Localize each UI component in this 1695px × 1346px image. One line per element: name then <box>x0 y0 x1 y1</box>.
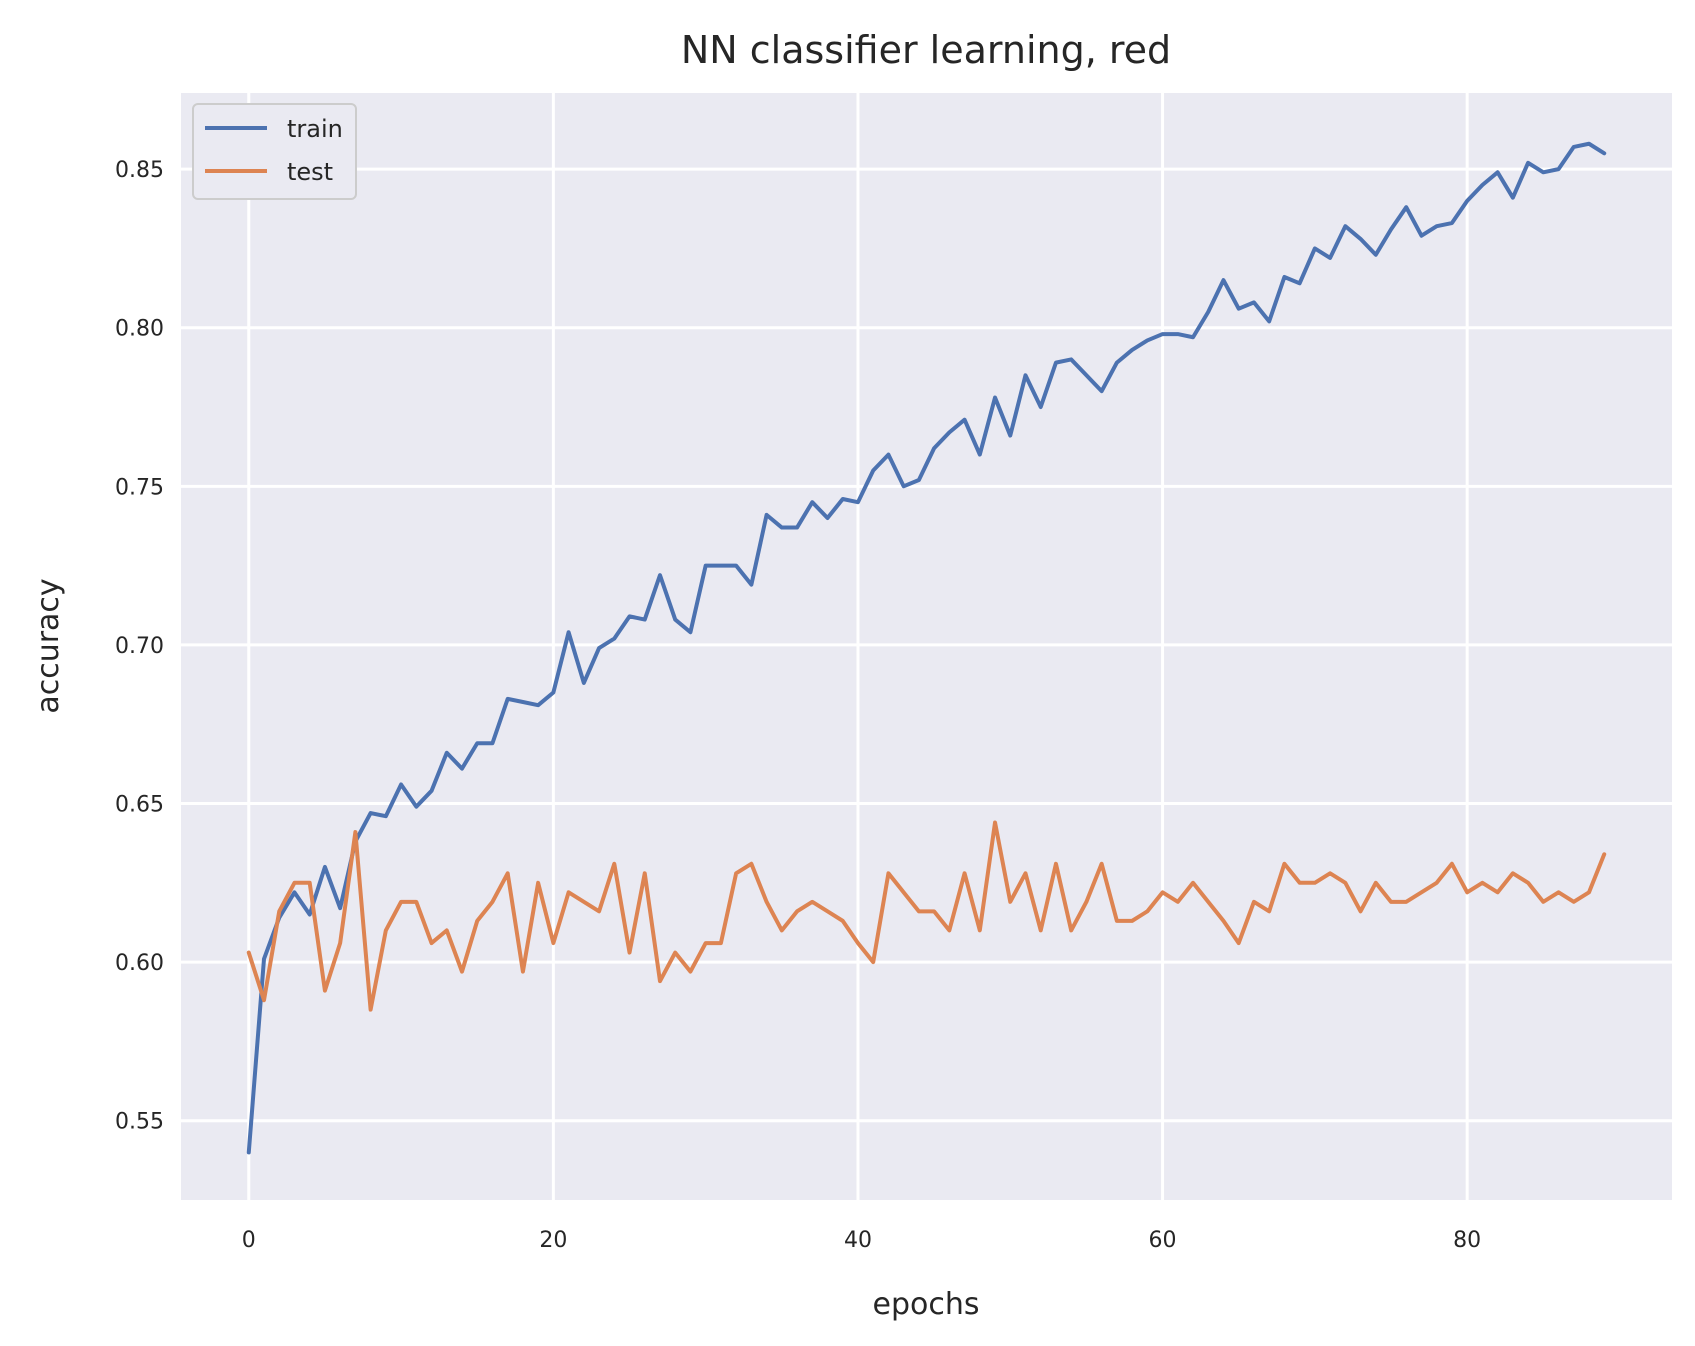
x-tick-label: 60 <box>1149 1228 1177 1253</box>
x-axis-label: epochs <box>873 1287 980 1322</box>
y-tick-label: 0.70 <box>115 634 164 659</box>
chart-title: NN classifier learning, red <box>681 28 1171 72</box>
y-tick-label: 0.85 <box>115 158 164 183</box>
y-axis-label: accuracy <box>31 578 66 713</box>
y-tick-label: 0.75 <box>115 475 164 500</box>
x-tick-label: 80 <box>1453 1228 1481 1253</box>
x-tick-label: 40 <box>844 1228 872 1253</box>
y-tick-label: 0.60 <box>115 951 164 976</box>
x-tick-label: 0 <box>242 1228 256 1253</box>
series-lines <box>246 141 1607 1155</box>
x-gridlines <box>247 93 1469 1200</box>
x-tick-label: 20 <box>539 1228 567 1253</box>
plot-background <box>181 93 1672 1200</box>
legend-label-test: test <box>287 158 333 186</box>
series-line-test <box>246 820 1607 1012</box>
y-gridlines <box>181 167 1672 1123</box>
series-line-train <box>246 141 1607 1155</box>
y-tick-label: 0.80 <box>115 317 164 342</box>
legend-label-train: train <box>287 115 343 143</box>
x-tick-labels: 0 20 40 60 80 <box>242 1228 1481 1253</box>
y-tick-label: 0.55 <box>115 1110 164 1135</box>
legend: train test <box>192 103 357 200</box>
y-tick-labels: 0.55 0.60 0.65 0.70 0.75 0.80 0.85 <box>115 158 164 1135</box>
y-tick-label: 0.65 <box>115 793 164 818</box>
